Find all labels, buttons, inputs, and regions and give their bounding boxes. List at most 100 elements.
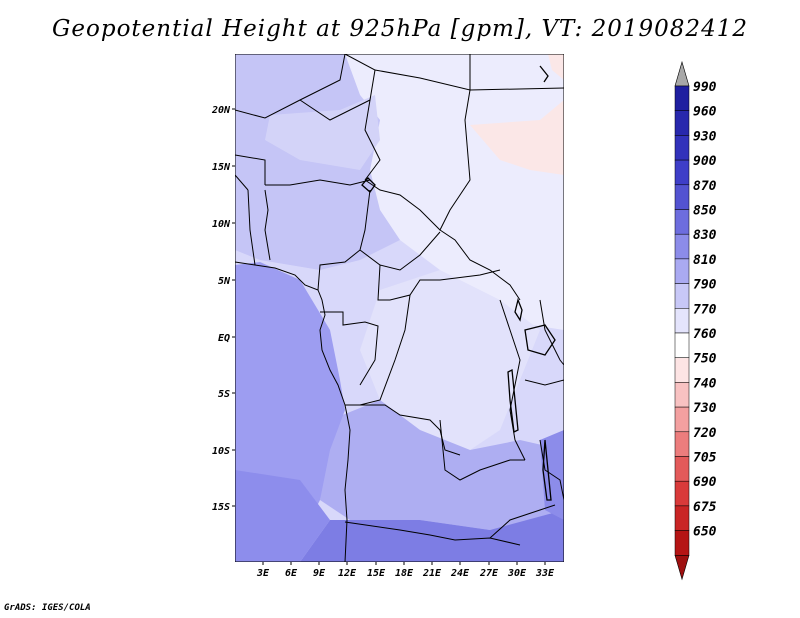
border-benin — [247, 189, 256, 266]
lake-chad — [361, 177, 376, 193]
lake-tanganyika — [507, 368, 519, 433]
colorbar-level-label: 750 — [693, 352, 717, 367]
y-tick-label: 5N — [218, 276, 231, 287]
northeast-warm-patch — [470, 100, 564, 175]
colorbar-swatch — [674, 110, 690, 136]
y-tick-label: 15N — [212, 162, 231, 173]
border-sahara-chad — [374, 54, 471, 91]
south-band-region — [320, 400, 564, 530]
border-gabon — [320, 311, 379, 386]
border-angola-namibia — [344, 521, 521, 546]
y-axis: 20N 15N 10N 5N EQ 5S 10S 15S — [211, 105, 235, 513]
colorbar-swatch — [674, 357, 690, 383]
colorbar-swatch — [674, 159, 690, 186]
colorbar-level-label: 930 — [693, 129, 717, 144]
border-chad-car — [364, 179, 441, 231]
colorbar-swatch — [674, 431, 690, 457]
border-tanzania — [524, 379, 564, 386]
border-congo-drc — [359, 294, 411, 406]
x-tick-label: 15E — [367, 568, 386, 579]
border-sudan-east — [469, 87, 564, 91]
colorbar-top-arrow — [674, 60, 690, 87]
y-tick-label: EQ — [218, 333, 230, 344]
border-angola-zambia — [439, 419, 525, 481]
x-tick-label: 6E — [285, 568, 298, 579]
lake-albert — [514, 297, 523, 322]
y-tick-label: 10S — [212, 446, 230, 457]
colorbar-level-label: 650 — [693, 525, 717, 540]
x-tick-label: 24E — [450, 568, 470, 579]
red-sea-outline — [539, 65, 549, 83]
colorbar-level-label: 900 — [693, 154, 717, 169]
colorbar-level-label: 720 — [693, 426, 717, 441]
northeast-warm-patch-top — [548, 54, 564, 80]
colorbar-level-label: 790 — [693, 278, 717, 293]
colorbar-level-label: 850 — [693, 204, 717, 219]
border-zambia-south — [489, 504, 556, 539]
far-south-region — [300, 510, 564, 562]
colorbar-swatch — [674, 283, 690, 309]
colorbar-swatch — [674, 184, 690, 210]
y-tick-label: 20N — [211, 105, 231, 116]
colorbar-bottom-arrow — [674, 554, 690, 581]
x-tick-label: 18E — [395, 568, 414, 579]
border-nigeria-cameroon — [264, 189, 271, 261]
country-borders — [235, 54, 564, 562]
grads-credit: GrADS: IGES/COLA — [4, 603, 91, 613]
colorbar-level-label: 690 — [693, 475, 717, 490]
colorbar-swatch — [674, 308, 690, 334]
x-tick-label: 33E — [535, 568, 555, 579]
x-tick-label: 9E — [313, 568, 326, 579]
colorbar-swatch — [674, 258, 690, 284]
colorbar-swatch — [674, 456, 690, 482]
colorbar-swatch — [674, 209, 690, 235]
border-east-africa — [539, 299, 564, 366]
lake-malawi — [542, 439, 552, 501]
colorbar-level-label: 675 — [693, 500, 717, 515]
colorbar-level-label: 760 — [693, 327, 717, 342]
colorbar-swatch — [674, 85, 690, 111]
colorbar-level-label: 770 — [693, 302, 717, 317]
colorbar-level-label: 810 — [693, 253, 717, 268]
border-burkina — [235, 154, 266, 185]
colorbar-swatch — [674, 233, 690, 260]
colorbar-swatch — [674, 505, 690, 531]
colorbar-swatch — [674, 382, 690, 408]
x-tick-label: 27E — [479, 568, 499, 579]
colorbar-level-label: 960 — [693, 105, 717, 120]
x-tick-label: 30E — [507, 568, 527, 579]
colorbar-level-label: 870 — [693, 179, 717, 194]
colorbar-swatch — [674, 530, 690, 556]
central-basin-region — [360, 270, 540, 450]
colorbar-level-label: 830 — [693, 228, 717, 243]
sahel-light-band — [265, 95, 380, 170]
coastline-west-africa — [235, 261, 351, 562]
colorbar-swatch — [674, 480, 690, 507]
y-tick-label: 5S — [218, 389, 230, 400]
border-chad-sudan — [439, 89, 521, 301]
colorbar-level-label: 990 — [693, 80, 717, 95]
y-tick-label: 15S — [212, 502, 230, 513]
chart-title: Geopotential Height at 925hPa [gpm], VT:… — [52, 16, 748, 42]
y-tick-label: 10N — [212, 219, 231, 230]
lake-victoria — [524, 324, 556, 356]
x-tick-label: 21E — [422, 568, 442, 579]
colorbar-swatch — [674, 332, 690, 358]
colorbar-swatch — [674, 406, 690, 433]
border-nigeria-niger — [265, 179, 371, 186]
border-car-south — [359, 231, 441, 271]
border-angola-north — [345, 404, 461, 456]
colorbar-legend: 990 960 930 900 870 850 830 810 790 770 760 750 740 7… — [674, 60, 717, 581]
colorbar-swatch — [674, 135, 690, 161]
colorbar-level-label: 740 — [693, 376, 717, 391]
southwest-ocean-region — [235, 470, 330, 562]
border-cameroon-east — [317, 189, 371, 291]
border-ghana — [235, 174, 249, 191]
border-drc-east — [499, 299, 526, 461]
border-mozambique — [539, 439, 564, 501]
lake-outlines — [361, 65, 556, 501]
x-tick-label: 3E — [256, 568, 270, 579]
x-axis: 3E 6E 9E 12E 15E 18E 21E 24E 27E 30E 33E — [256, 562, 555, 579]
border-car-congo — [377, 264, 501, 301]
